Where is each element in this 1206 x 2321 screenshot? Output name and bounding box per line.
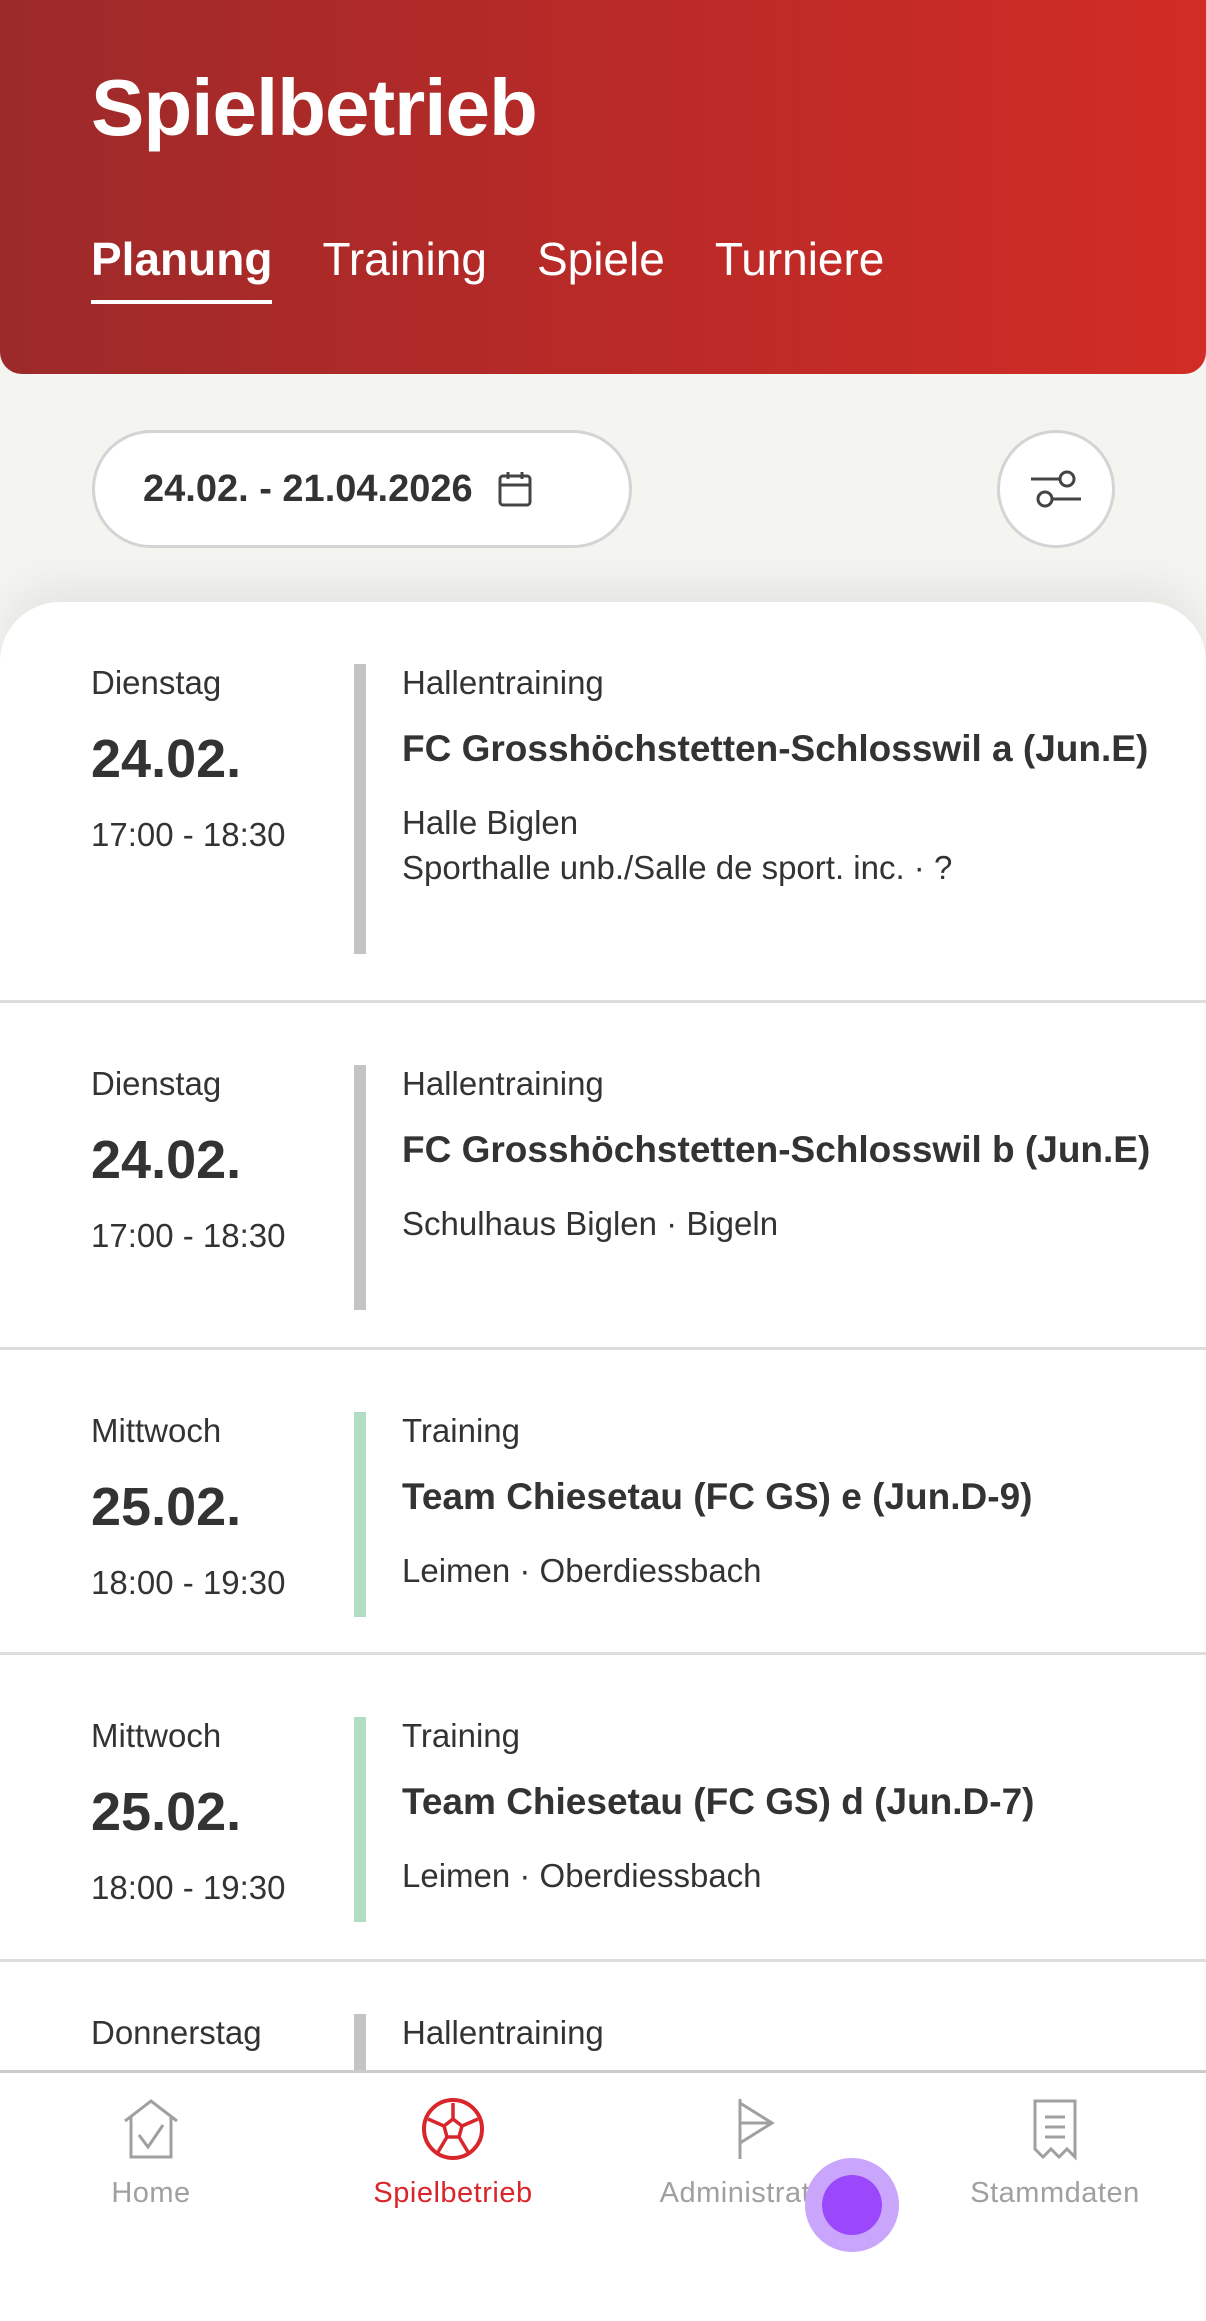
tab-spiele[interactable]: Spiele (536, 233, 665, 285)
bottom-nav: Home Spielbetrieb Administration Stammda… (0, 2070, 1206, 2321)
event-type: Hallentraining (402, 664, 604, 701)
event-item[interactable]: Mittwoch 25.02. 18:00 - 19:30 Training Team… (0, 1655, 1206, 1962)
tab-turniere[interactable]: Turniere (714, 233, 885, 285)
receipt-icon (1033, 2099, 1077, 2161)
event-item[interactable]: Donnerstag Hallentraining (0, 1962, 1206, 2082)
event-type: Training (402, 1412, 520, 1449)
nav-label: Home (111, 2177, 191, 2209)
type-bar (354, 1065, 366, 1310)
location: Halle Biglen (402, 804, 579, 841)
location: Schulhaus Biglen · Bigeln (402, 1205, 779, 1242)
filter-button[interactable] (997, 430, 1115, 548)
sliders-icon (1031, 470, 1081, 508)
team-name: FC Grosshöchstetten-Schlosswil b (Jun.E) (402, 1129, 1151, 1170)
date-range-button[interactable]: 24.02. - 21.04.2026 (92, 430, 632, 548)
nav-home[interactable]: Home (1, 2097, 301, 2210)
event-item[interactable]: Dienstag 24.02. 17:00 - 18:30 Hallentraini… (0, 602, 1206, 1003)
team-name: Team Chiesetau (FC GS) e (Jun.D-9) (402, 1476, 1033, 1517)
type-bar (354, 664, 366, 954)
nav-label: Spielbetrieb (373, 2177, 533, 2209)
type-bar (354, 1412, 366, 1617)
touch-indicator (805, 2158, 899, 2252)
event-date: 25.02. (91, 1782, 242, 1842)
type-bar (354, 2014, 366, 2082)
event-time: 18:00 - 19:30 (91, 1564, 286, 1601)
date-range-text: 24.02. - 21.04.2026 (143, 467, 473, 510)
nav-stammdaten[interactable]: Stammdaten (905, 2097, 1205, 2210)
event-time: 17:00 - 18:30 (91, 816, 286, 853)
event-list: Dienstag 24.02. 17:00 - 18:30 Hallentraini… (0, 602, 1206, 2082)
soccer-ball-icon (422, 2098, 484, 2160)
event-date: 24.02. (91, 729, 242, 789)
nav-label: Stammdaten (970, 2177, 1140, 2209)
weekday: Dienstag (91, 664, 222, 701)
event-type: Training (402, 1717, 520, 1754)
tab-bar: Planung Training Spiele Turniere (91, 232, 884, 304)
weekday: Donnerstag (91, 2014, 262, 2051)
home-check-icon (124, 2099, 178, 2159)
page-title: Spielbetrieb (91, 63, 538, 152)
flag-icon (738, 2099, 775, 2159)
weekday: Mittwoch (91, 1412, 222, 1449)
location: Leimen · Oberdiessbach (402, 1552, 762, 1589)
event-item[interactable]: Dienstag 24.02. 17:00 - 18:30 Hallentraini… (0, 1003, 1206, 1350)
event-time: 18:00 - 19:30 (91, 1869, 286, 1906)
tab-training[interactable]: Training (322, 233, 487, 285)
calendar-icon (498, 472, 532, 507)
event-date: 24.02. (91, 1130, 242, 1190)
weekday: Dienstag (91, 1065, 222, 1102)
event-date: 25.02. (91, 1477, 242, 1537)
team-name: Team Chiesetau (FC GS) d (Jun.D-7) (402, 1781, 1035, 1822)
event-type: Hallentraining (402, 1065, 604, 1102)
nav-spielbetrieb[interactable]: Spielbetrieb (303, 2097, 603, 2210)
event-type: Hallentraining (402, 2014, 604, 2051)
location-detail: Sporthalle unb./Salle de sport. inc. · ? (402, 849, 953, 886)
team-name: FC Grosshöchstetten-Schlosswil a (Jun.E) (402, 728, 1149, 769)
event-item[interactable]: Mittwoch 25.02. 18:00 - 19:30 Training Team… (0, 1350, 1206, 1655)
type-bar (354, 1717, 366, 1922)
header: Spielbetrieb Planung Training Spiele Tur… (0, 0, 1206, 374)
tab-planung[interactable]: Planung (91, 232, 273, 304)
location: Leimen · Oberdiessbach (402, 1857, 762, 1894)
weekday: Mittwoch (91, 1717, 222, 1754)
event-time: 17:00 - 18:30 (91, 1217, 286, 1254)
